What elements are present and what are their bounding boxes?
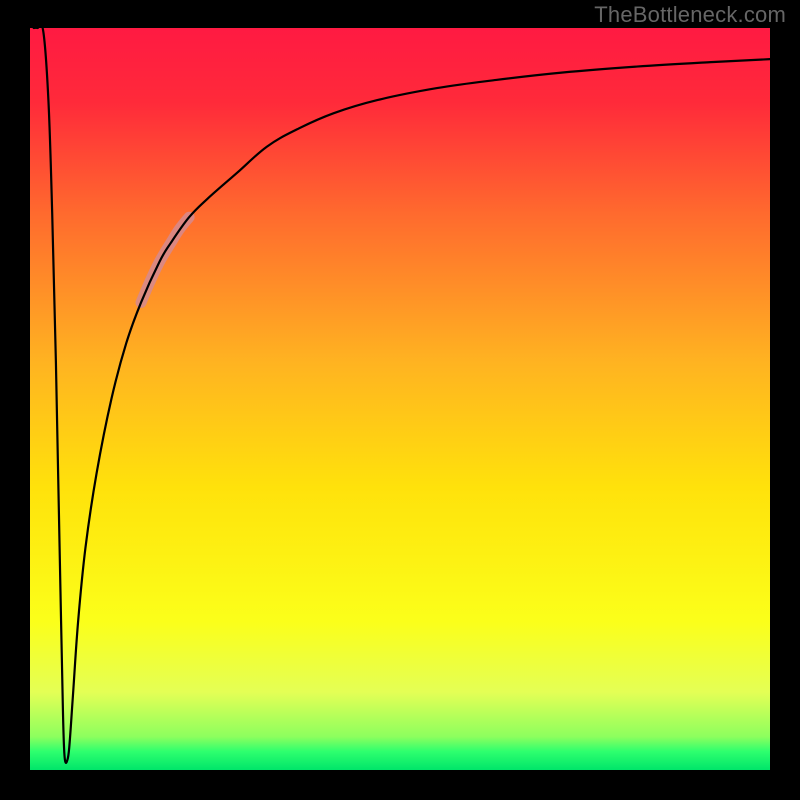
chart-container: { "watermark": "TheBottleneck.com", "cha… bbox=[0, 0, 800, 800]
plot-background bbox=[30, 28, 770, 770]
watermark-text: TheBottleneck.com bbox=[594, 2, 786, 28]
bottleneck-chart bbox=[0, 0, 800, 800]
